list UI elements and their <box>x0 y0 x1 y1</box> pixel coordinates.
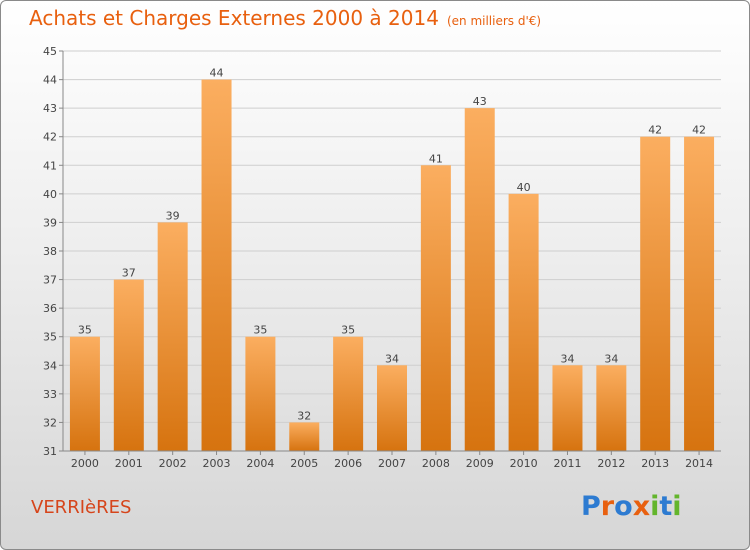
x-tick-label: 2006 <box>334 457 362 470</box>
y-tick-label: 41 <box>43 159 57 172</box>
y-tick-label: 38 <box>43 245 57 258</box>
data-label: 35 <box>341 324 355 337</box>
x-tick-label: 2011 <box>553 457 581 470</box>
logo-letter: i <box>672 491 682 522</box>
bar <box>596 365 627 451</box>
bar <box>289 422 320 451</box>
bar <box>333 336 364 451</box>
y-tick-label: 36 <box>43 302 57 315</box>
bar <box>684 136 715 451</box>
data-label: 42 <box>692 124 706 137</box>
x-tick-label: 2004 <box>246 457 274 470</box>
x-tick-label: 2002 <box>159 457 187 470</box>
bar <box>157 222 188 451</box>
data-label: 34 <box>385 352 399 365</box>
y-tick-label: 32 <box>43 416 57 429</box>
data-label: 41 <box>429 152 443 165</box>
x-tick-label: 2008 <box>422 457 450 470</box>
bar <box>420 165 451 452</box>
bar <box>245 336 276 451</box>
logo-letter: t <box>659 491 673 522</box>
logo-letter: P <box>581 491 601 522</box>
y-tick-label: 33 <box>43 388 57 401</box>
bar <box>113 279 144 451</box>
x-tick-label: 2013 <box>641 457 669 470</box>
bar <box>508 193 539 451</box>
axes: 31 32 33 34 35 36 37 38 39 40 41 42 43 44 45 2000 2001 20… <box>43 45 721 470</box>
data-label: 43 <box>473 95 487 108</box>
y-tick-label: 44 <box>43 74 57 87</box>
x-tick-label: 2010 <box>510 457 538 470</box>
logo-letter: o <box>614 491 633 522</box>
data-labels: 35 37 39 44 35 32 35 34 41 43 40 34 34 42 42 <box>78 67 706 423</box>
data-label: 42 <box>648 124 662 137</box>
bar <box>640 136 671 451</box>
x-tick-label: 2009 <box>466 457 494 470</box>
y-tick-label: 31 <box>43 445 57 458</box>
x-tick-label: 2014 <box>685 457 713 470</box>
data-label: 35 <box>253 324 267 337</box>
logo-letter: x <box>632 491 651 522</box>
bar <box>377 365 407 451</box>
y-tick-label: 42 <box>43 131 57 144</box>
y-tick-label: 34 <box>43 359 57 372</box>
y-tick-label: 39 <box>43 216 57 229</box>
bars <box>69 79 715 452</box>
x-tick-label: 2007 <box>378 457 406 470</box>
proxiti-logo: Proxiti <box>581 491 682 522</box>
data-label: 37 <box>122 267 136 280</box>
data-label: 35 <box>78 324 92 337</box>
y-tick-label: 35 <box>43 331 57 344</box>
data-label: 34 <box>560 352 574 365</box>
logo-letter: r <box>600 491 615 522</box>
chart-title: Achats et Charges Externes 2000 à 2014 (e… <box>29 6 541 30</box>
chart-title-text: Achats et Charges Externes 2000 à 2014 <box>29 6 439 30</box>
bar <box>464 108 495 452</box>
y-tick-label: 40 <box>43 188 57 201</box>
data-label: 40 <box>517 181 531 194</box>
x-tick-label: 2000 <box>71 457 99 470</box>
data-label: 44 <box>210 67 224 80</box>
x-tick-label: 2001 <box>115 457 143 470</box>
data-label: 32 <box>297 409 311 422</box>
data-label: 34 <box>604 352 618 365</box>
x-tick-label: 2012 <box>597 457 625 470</box>
y-tick-label: 43 <box>43 102 57 115</box>
logo-letter: i <box>650 491 660 522</box>
bar <box>201 79 232 452</box>
bar <box>552 365 583 451</box>
chart-subtitle: (en milliers d'€) <box>446 14 542 28</box>
y-tick-label: 45 <box>43 45 57 58</box>
x-tick-label: 2005 <box>290 457 318 470</box>
y-tick-label: 37 <box>43 274 57 287</box>
bar <box>69 336 100 451</box>
location-label: VERRIèRES <box>31 497 132 518</box>
x-tick-label: 2003 <box>203 457 231 470</box>
data-label: 39 <box>166 209 180 222</box>
